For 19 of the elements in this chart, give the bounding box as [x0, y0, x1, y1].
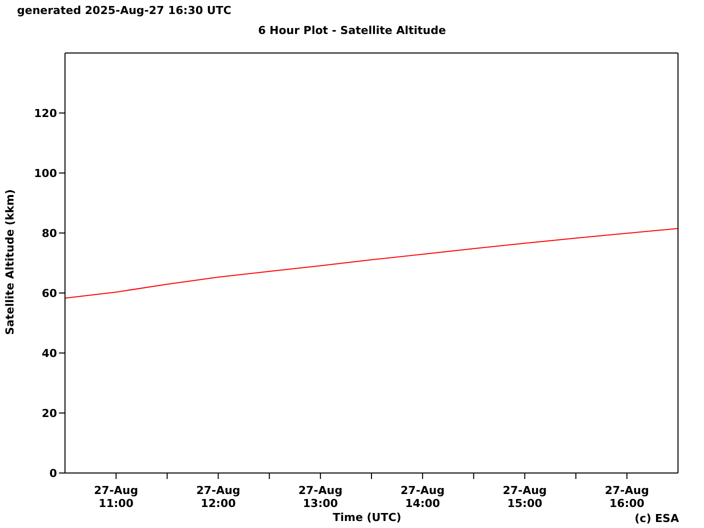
line-series [65, 228, 678, 299]
y-tick-label: 40 [42, 346, 58, 360]
x-tick-label: 27-Aug 14:00 [400, 484, 445, 510]
y-tick-label: 80 [42, 226, 58, 240]
x-axis-title: Time (UTC) [332, 511, 402, 524]
y-tick-label: 20 [42, 406, 58, 420]
x-tick-label: 27-Aug 16:00 [604, 484, 649, 510]
y-axis-title: Satellite Altitude (kkm) [4, 189, 16, 335]
text: (c) ESA [634, 512, 679, 525]
y-tick-label: 100 [34, 166, 58, 180]
x-tick-label: 27-Aug 12:00 [196, 484, 240, 510]
y-tick-label: 60 [42, 286, 58, 300]
text: generated 2025-Aug-27 16:30 UTC [17, 4, 232, 17]
y-tick-label: 0 [49, 466, 58, 480]
y-tick-label: 120 [34, 106, 58, 120]
x-tick-label: 27-Aug 15:00 [502, 484, 547, 510]
x-tick-label: 27-Aug 11:00 [94, 484, 138, 510]
chart-title: 6 Hour Plot - Satellite Altitude [257, 24, 447, 37]
x-tick-label: 27-Aug 13:00 [298, 484, 342, 510]
